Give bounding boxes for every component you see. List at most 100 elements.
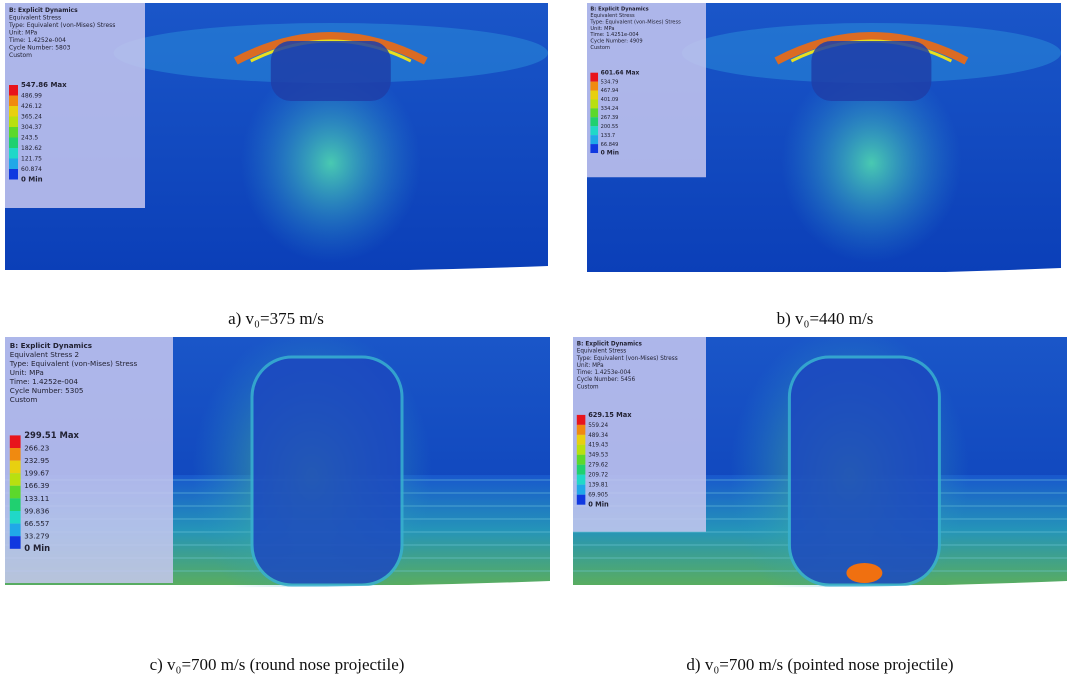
legend-label: 467.94 [601, 88, 619, 94]
legend-label: 166.39 [24, 481, 50, 490]
color-band [590, 73, 598, 82]
legend-label: 66.849 [601, 142, 619, 148]
legend-label: 0 Min [24, 543, 50, 553]
legend-header-line: Type: Equivalent (von-Mises) Stress [9, 359, 138, 368]
color-band [590, 135, 598, 144]
color-band [577, 435, 586, 445]
legend-header-line: Custom [9, 52, 32, 59]
caption: d) v₀=700 m/s (pointed nose projectile) [620, 655, 1020, 675]
color-band [577, 465, 586, 475]
legend: B: Explicit DynamicsEquivalent Stress 2T… [5, 337, 173, 583]
color-band [577, 445, 586, 455]
color-band [10, 498, 21, 511]
color-band [577, 495, 586, 505]
color-band [577, 475, 586, 485]
color-band [9, 85, 18, 96]
legend-header-line: Time: 1.4252e-004 [8, 37, 66, 44]
legend-header-line: Type: Equivalent (von-Mises) Stress [576, 356, 678, 362]
legend-label: 232.95 [24, 456, 49, 465]
legend-label: 69.905 [588, 493, 608, 499]
legend-header-line: Cycle Number: 5305 [10, 386, 84, 395]
legend-label: 486.99 [21, 93, 42, 100]
color-band [10, 486, 21, 499]
legend-label: 133.7 [601, 133, 616, 139]
legend-label: 365.24 [21, 114, 42, 121]
legend-label: 559.24 [588, 423, 608, 429]
caption: b) v₀=440 m/s [625, 309, 1025, 329]
legend-header-line: Type: Equivalent (von-Mises) Stress [589, 19, 681, 25]
color-band [590, 144, 598, 153]
legend-label: 279.62 [588, 463, 608, 469]
legend-header-line: Type: Equivalent (von-Mises) Stress [8, 22, 115, 29]
legend-header-line: Time: 1.4251e-004 [589, 32, 638, 38]
color-band [577, 455, 586, 465]
color-band [10, 511, 21, 524]
color-band [9, 169, 18, 180]
legend-label: 401.09 [601, 97, 619, 103]
color-band [590, 117, 598, 126]
color-band [10, 536, 21, 549]
color-band [10, 448, 21, 461]
legend-label: 534.79 [601, 79, 619, 85]
legend-label: 601.64 Max [601, 69, 640, 76]
ground-edge [5, 581, 550, 637]
legend-title: B: Explicit Dynamics [577, 342, 643, 348]
legend-header-line: Unit: MPa [577, 363, 604, 369]
legend-label: 99.836 [24, 506, 50, 515]
color-band [9, 138, 18, 149]
legend-header-line: Unit: MPa [9, 30, 38, 37]
legend-label: 209.72 [588, 473, 608, 479]
color-band [590, 82, 598, 91]
legend-header-line: Cycle Number: 4909 [590, 39, 642, 45]
color-band [9, 117, 18, 128]
legend-header-line: Custom [590, 45, 610, 51]
color-band [590, 108, 598, 117]
legend-label: 489.34 [588, 433, 608, 439]
color-band [10, 435, 21, 448]
color-band [590, 99, 598, 108]
crater [271, 41, 391, 101]
legend-label: 66.557 [24, 519, 49, 528]
legend-header-line: Equivalent Stress [577, 349, 626, 355]
legend-label: 419.43 [588, 443, 608, 449]
color-band [577, 425, 586, 435]
caption: c) v₀=700 m/s (round nose projectile) [77, 655, 477, 675]
legend-label: 0 Min [21, 176, 43, 184]
legend-label: 334.24 [601, 106, 619, 112]
legend-label: 0 Min [588, 501, 609, 509]
legend-label: 349.53 [588, 453, 608, 459]
ground-edge [5, 266, 548, 293]
legend-label: 304.37 [21, 124, 42, 131]
legend-label: 182.62 [21, 145, 42, 152]
color-band [9, 148, 18, 159]
legend-header-line: Custom [10, 395, 38, 404]
legend-label: 200.55 [601, 124, 619, 130]
caption: a) v₀=375 m/s [76, 309, 476, 329]
legend-label: 629.15 Max [588, 411, 632, 419]
color-band [590, 91, 598, 100]
color-band [10, 524, 21, 537]
legend-label: 199.67 [24, 469, 49, 478]
legend-header-line: Unit: MPa [10, 368, 44, 377]
color-band [10, 473, 21, 486]
legend-header-line: Custom [577, 384, 599, 390]
color-band [10, 461, 21, 474]
legend-label: 0 Min [601, 150, 619, 157]
color-band [9, 127, 18, 138]
legend-title: B: Explicit Dynamics [590, 7, 648, 13]
legend-label: 426.12 [21, 103, 42, 110]
legend-header-line: Unit: MPa [590, 26, 614, 32]
legend-label: 243.5 [21, 135, 38, 142]
ground-edge [573, 581, 1067, 637]
color-band [9, 159, 18, 170]
legend-header-line: Cycle Number: 5456 [577, 377, 636, 383]
legend-header-line: Equivalent Stress [590, 13, 635, 19]
perforation [789, 357, 939, 585]
figure: B: Explicit DynamicsEquivalent StressTyp… [0, 0, 1076, 689]
legend-header-line: Equivalent Stress [9, 15, 61, 22]
